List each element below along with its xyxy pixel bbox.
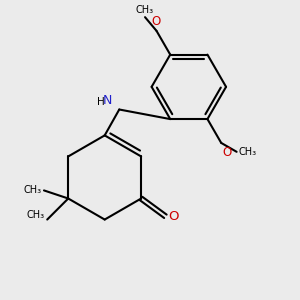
Text: CH₃: CH₃ (26, 209, 45, 220)
Text: O: O (152, 15, 161, 28)
Text: O: O (168, 210, 178, 223)
Text: CH₃: CH₃ (136, 4, 154, 15)
Text: CH₃: CH₃ (23, 185, 41, 195)
Text: N: N (103, 94, 112, 107)
Text: H: H (97, 97, 105, 107)
Text: CH₃: CH₃ (238, 147, 256, 157)
Text: O: O (223, 146, 232, 159)
